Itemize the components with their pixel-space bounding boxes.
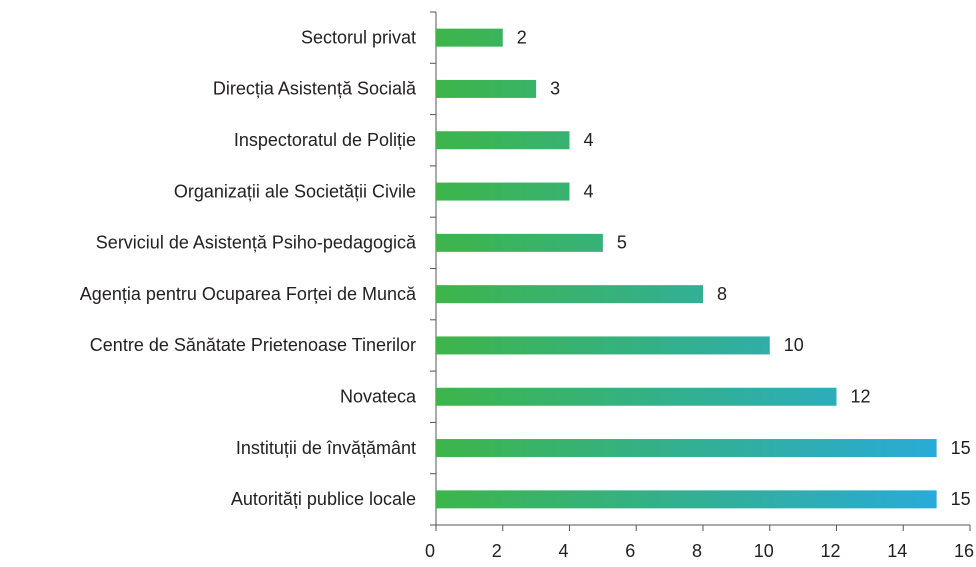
y-tick-label: Inspectoratul de Poliție xyxy=(234,130,416,150)
bar xyxy=(436,233,603,252)
y-tick-label: Agenția pentru Ocuparea Forței de Muncă xyxy=(80,284,417,304)
value-label: 15 xyxy=(951,489,971,509)
x-tick-label: 10 xyxy=(754,541,774,561)
value-label: 4 xyxy=(584,130,594,150)
value-label: 3 xyxy=(550,79,560,99)
value-label: 5 xyxy=(617,233,627,253)
y-tick-label: Sectorul privat xyxy=(301,27,416,47)
value-label: 2 xyxy=(517,27,527,47)
bar xyxy=(436,439,937,458)
bar xyxy=(436,79,537,98)
y-tick-label: Centre de Sănătate Prietenoase Tinerilor xyxy=(90,335,416,355)
bar xyxy=(436,490,937,509)
value-label: 10 xyxy=(784,335,804,355)
x-tick-label: 0 xyxy=(425,541,435,561)
value-label: 12 xyxy=(851,387,871,407)
x-tick-label: 8 xyxy=(692,541,702,561)
x-tick-label: 16 xyxy=(954,541,974,561)
bar xyxy=(436,387,837,406)
x-tick-label: 4 xyxy=(558,541,568,561)
bar xyxy=(436,131,570,150)
y-tick-label: Novateca xyxy=(340,387,417,407)
bar xyxy=(436,182,570,201)
bar xyxy=(436,28,503,47)
value-label: 8 xyxy=(717,284,727,304)
bar xyxy=(436,336,770,355)
x-tick-label: 2 xyxy=(492,541,502,561)
y-tick-label: Serviciul de Asistență Psiho-pedagogică xyxy=(96,233,417,253)
y-tick-label: Instituții de învățământ xyxy=(236,438,416,458)
y-tick-label: Direcția Asistență Socială xyxy=(213,79,417,99)
x-tick-label: 12 xyxy=(820,541,840,561)
bar xyxy=(436,285,703,304)
value-label: 15 xyxy=(951,438,971,458)
y-tick-label: Autorități publice locale xyxy=(231,489,416,509)
value-label: 4 xyxy=(584,181,594,201)
x-tick-label: 14 xyxy=(887,541,907,561)
x-tick-label: 6 xyxy=(625,541,635,561)
y-tick-label: Organizații ale Societății Civile xyxy=(174,181,416,201)
